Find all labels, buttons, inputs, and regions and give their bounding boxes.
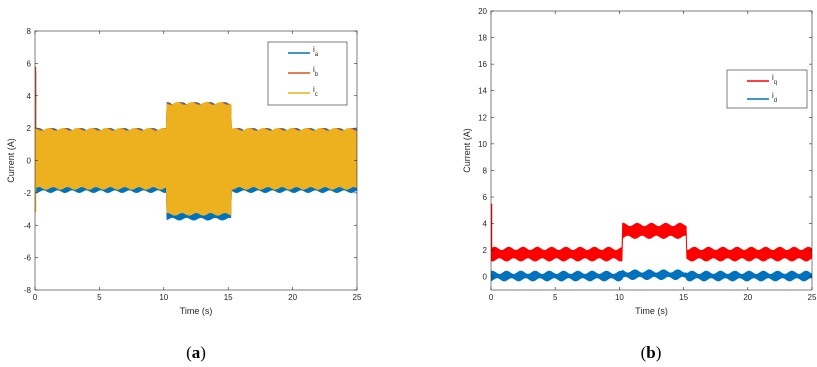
x-tick-label: 25 bbox=[353, 293, 362, 302]
x-tick-label: 10 bbox=[159, 293, 168, 302]
y-tick-label: -6 bbox=[24, 254, 32, 263]
y-tick-label: 0 bbox=[483, 273, 488, 282]
y-tick-label: 16 bbox=[478, 60, 487, 69]
y-tick-label: 8 bbox=[27, 27, 32, 36]
legend-label-main: i bbox=[772, 73, 774, 82]
legend-label-ib: ib bbox=[313, 65, 319, 78]
x-tick-label: 20 bbox=[743, 293, 752, 302]
legend-label-subscript: a bbox=[315, 52, 319, 58]
legend-label-subscript: d bbox=[774, 98, 777, 104]
panel-a: 0 5 10 15 20 25 -8 -6 -4 -2 0 2 4 6 8 Time (s) Current (… bbox=[6, 27, 362, 362]
y-tick-label: 4 bbox=[27, 92, 32, 101]
x-tick-label: 5 bbox=[97, 293, 102, 302]
caption-letter: b bbox=[646, 343, 655, 362]
plot-area bbox=[491, 11, 812, 290]
x-tick-label: 10 bbox=[615, 293, 624, 302]
caption-close-paren: ) bbox=[200, 343, 206, 362]
caption-letter: a bbox=[192, 343, 201, 362]
series-iq-band bbox=[491, 222, 812, 262]
x-tick-label: 15 bbox=[679, 293, 688, 302]
legend-label-ic: ic bbox=[313, 85, 318, 98]
x-tick-label: 0 bbox=[33, 293, 38, 302]
plot-series bbox=[491, 203, 812, 282]
y-axis-label: Current (A) bbox=[462, 128, 472, 173]
legend-label-main: i bbox=[772, 91, 774, 100]
y-tick-label: 20 bbox=[478, 7, 487, 16]
y-tick-label: 12 bbox=[478, 113, 487, 122]
y-tick-label: 10 bbox=[478, 140, 487, 149]
legend-label-main: i bbox=[313, 65, 315, 74]
y-tick-label: -8 bbox=[24, 286, 32, 295]
y-tick-label: 6 bbox=[483, 193, 488, 202]
x-tick-label: 15 bbox=[224, 293, 233, 302]
y-axis-label: Current (A) bbox=[6, 138, 16, 183]
y-tick-label: 2 bbox=[483, 246, 488, 255]
series-ic-band bbox=[35, 102, 357, 216]
y-tick-label: 4 bbox=[483, 220, 488, 229]
legend-label-subscript: q bbox=[774, 80, 777, 86]
series-id-band bbox=[491, 269, 812, 282]
y-tick-label: -4 bbox=[24, 221, 32, 230]
legend-label-subscript: b bbox=[315, 72, 319, 78]
y-tick-label: 18 bbox=[478, 34, 487, 43]
y-tick-label: 0 bbox=[27, 157, 32, 166]
x-axis-label: Time (s) bbox=[180, 306, 213, 316]
legend-label-main: i bbox=[313, 85, 315, 94]
plot-series bbox=[35, 66, 357, 221]
legend-box bbox=[726, 69, 808, 109]
y-tick-label: 14 bbox=[478, 87, 487, 96]
legend-label-main: i bbox=[313, 45, 315, 54]
legend-label-iq: iq bbox=[772, 73, 777, 86]
y-tick-label: 8 bbox=[483, 166, 488, 175]
legend-label-ia: ia bbox=[313, 45, 319, 58]
figure-caption: (a) bbox=[186, 343, 206, 362]
x-tick-label: 0 bbox=[489, 293, 494, 302]
legend-label-id: id bbox=[772, 91, 777, 104]
axes-box bbox=[490, 10, 813, 291]
x-tick-label: 5 bbox=[553, 293, 558, 302]
caption-close-paren: ) bbox=[656, 343, 662, 362]
y-tick-label: -2 bbox=[24, 189, 32, 198]
caption-open-paren: ( bbox=[186, 343, 192, 362]
caption-open-paren: ( bbox=[641, 343, 647, 362]
x-axis-label: Time (s) bbox=[635, 306, 668, 316]
legend-label-subscript: c bbox=[315, 92, 318, 98]
panel-b: 0 5 10 15 20 25 0 2 4 6 8 10 12 14 16 18 20 Time (s) Curre… bbox=[462, 7, 817, 362]
figure-caption: (b) bbox=[641, 343, 662, 362]
y-tick-label: 2 bbox=[27, 124, 32, 133]
x-tick-label: 25 bbox=[808, 293, 817, 302]
y-tick-label: 6 bbox=[27, 59, 32, 68]
x-tick-label: 20 bbox=[288, 293, 297, 302]
